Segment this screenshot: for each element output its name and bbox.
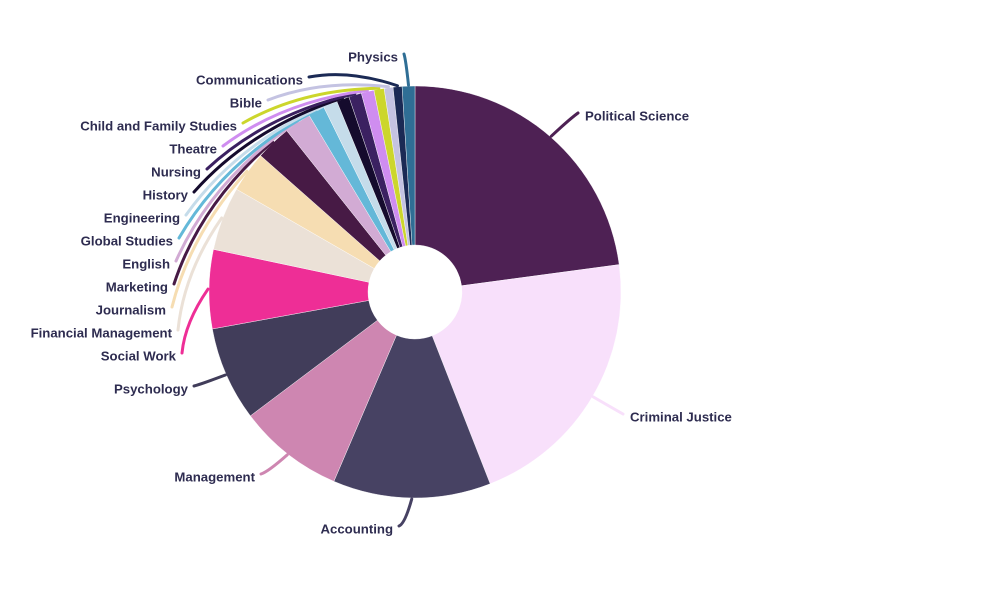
leader-line-management (259, 453, 289, 476)
slice-label-history: History (143, 188, 189, 203)
pie-slice-accounting[interactable] (333, 334, 491, 499)
slice-label-child-and-family-studies: Child and Family Studies (80, 119, 237, 134)
slice-label-bible: Bible (230, 96, 262, 111)
slice-label-accounting: Accounting (320, 522, 393, 537)
slice-labels: Political Science Criminal Justice Account… (31, 50, 732, 537)
leader-line-communications (307, 73, 399, 88)
leader-line-theatre (221, 89, 369, 148)
leader-line-marketing (172, 140, 274, 286)
leader-line-bible (266, 83, 390, 102)
slice-label-marketing: Marketing (106, 280, 168, 295)
slice-label-journalism: Journalism (96, 303, 166, 318)
slice-label-nursing: Nursing (151, 165, 201, 180)
leader-line-english (174, 120, 299, 263)
pie-slices (208, 85, 622, 499)
slice-label-communications: Communications (196, 73, 303, 88)
slice-label-criminal-justice: Criminal Justice (630, 410, 732, 425)
leader-line-accounting (397, 497, 414, 528)
slice-label-english: English (122, 257, 170, 272)
slice-label-engineering: Engineering (104, 211, 180, 226)
slice-label-global-studies: Global Studies (81, 234, 173, 249)
slice-label-theatre: Theatre (169, 142, 217, 157)
leader-line-engineering (184, 101, 332, 217)
pie-slice-psychology[interactable] (212, 300, 378, 417)
leader-line-nursing (205, 92, 357, 171)
leader-line-psychology (192, 373, 227, 388)
leader-lines (170, 52, 625, 528)
pie-slice-physics[interactable] (401, 85, 416, 246)
slice-label-political-science: Political Science (585, 109, 689, 124)
leader-line-social-work (180, 287, 210, 355)
slice-label-social-work: Social Work (101, 349, 177, 364)
pie-slice-political-science[interactable] (414, 85, 620, 286)
slice-label-management: Management (174, 470, 255, 485)
leader-line-financial-management (176, 216, 224, 332)
leader-line-journalism (170, 169, 249, 309)
leader-line-child-and-family-studies (241, 86, 381, 125)
slice-label-psychology: Psychology (114, 382, 189, 397)
slice-label-financial-management: Financial Management (31, 326, 173, 341)
leader-line-political-science (549, 111, 580, 138)
leader-line-criminal-justice (591, 395, 625, 416)
leader-line-physics (402, 52, 410, 87)
slice-label-physics: Physics (348, 50, 398, 65)
leader-line-history (192, 96, 345, 194)
pie-slice-criminal-justice[interactable] (431, 264, 622, 485)
leader-line-global-studies (177, 108, 318, 240)
